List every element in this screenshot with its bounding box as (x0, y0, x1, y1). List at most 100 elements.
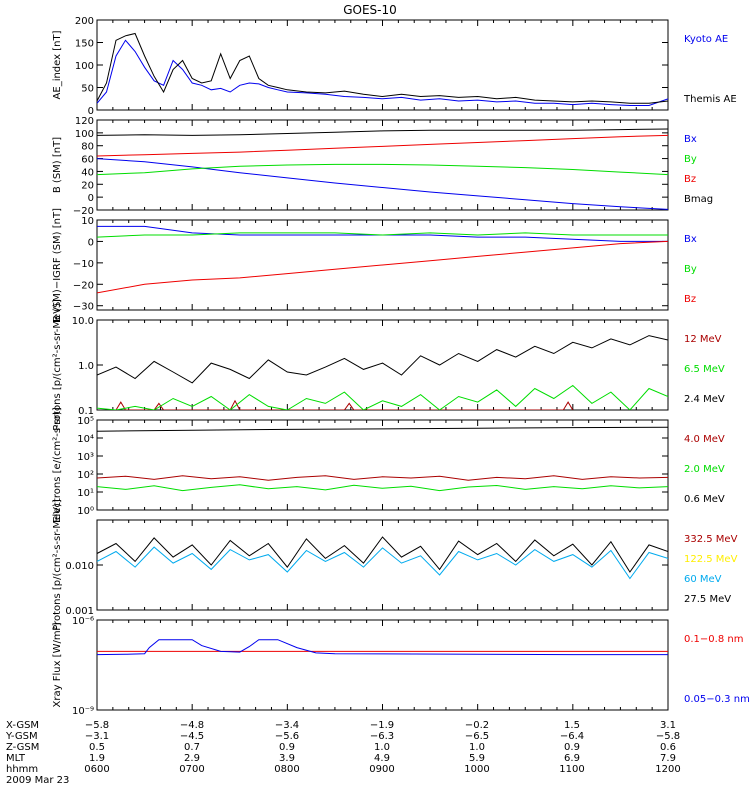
axis-row-value: 1000 (464, 764, 489, 775)
legend-entry: By (684, 154, 697, 165)
axis-row-value: −5.6 (275, 731, 299, 742)
y-tick-label: 1.0 (78, 361, 94, 372)
axis-row-value: −3.4 (275, 720, 299, 731)
panel-frame (96, 119, 669, 211)
axis-row-value: 0800 (274, 764, 299, 775)
y-tick-label: −20 (73, 206, 94, 217)
series-line (97, 128, 668, 136)
axis-row-value: −1.9 (370, 720, 394, 731)
axis-row-value: 1.5 (564, 720, 580, 731)
y-tick-label: 0 (88, 106, 94, 117)
y-tick-label: 10² (77, 470, 94, 481)
axis-row-value: −6.5 (465, 731, 489, 742)
axis-row-value: 0.9 (279, 742, 295, 753)
series-line (97, 536, 668, 573)
y-tick-label: 20 (81, 180, 94, 191)
legend-entry: 122.5 MeV (684, 554, 738, 565)
series-line (97, 475, 668, 481)
axis-row-value: −4.8 (180, 720, 204, 731)
panel-frame (96, 619, 669, 711)
legend-entry: 6.5 MeV (684, 364, 725, 375)
y-tick-label: 0 (88, 237, 94, 248)
panel-3: −30 −20 −10 0 10 B (SM)−IGRF (SM) [nT] Bx By Bz (52, 208, 697, 322)
legend-entry: By (684, 264, 697, 275)
panel-1: 0 50 100 150 200 AE_index [nT] Kyoto AE Themis … (52, 16, 737, 117)
axis-row-value: 7.9 (660, 753, 676, 764)
y-tick-label: 0.010 (65, 561, 94, 572)
panel-7: 10⁻⁹ 10⁻⁶ Xray Flux [W/m²] 0.1−0.8 nm 0.05−0… (52, 616, 750, 717)
y-tick-label: −10 (73, 259, 94, 270)
legend-entry: 12 MeV (684, 334, 722, 345)
legend-entry: Themis AE (683, 94, 737, 105)
legend-entry: Kyoto AE (684, 34, 728, 45)
axis-row-value: −5.8 (85, 720, 109, 731)
axis-row-value: 0600 (84, 764, 109, 775)
axis-row-value: −0.2 (465, 720, 489, 731)
series-line (97, 240, 668, 294)
y-axis-label: Protons [p/(cm²-s-sr-MeV)] (52, 499, 63, 631)
y-axis-label: B (SM) [nT] (52, 137, 63, 193)
y-tick-label: 10⁰ (77, 506, 94, 517)
axis-row-value: 0900 (369, 764, 394, 775)
y-tick-label: 10 (81, 216, 94, 227)
y-tick-label: 100 (75, 129, 94, 140)
y-tick-label: 60 (81, 155, 94, 166)
legend-entry: 332.5 MeV (684, 534, 738, 545)
axis-row-value: 0.7 (184, 742, 200, 753)
legend-entry: 0.05−0.3 nm (684, 694, 750, 705)
axis-row-value: −5.8 (656, 731, 680, 742)
y-tick-label: 100 (75, 61, 94, 72)
series-line (97, 484, 668, 492)
y-axis-label: AE_index [nT] (52, 30, 63, 99)
axis-row-value: 6.9 (564, 753, 580, 764)
axis-row-value: −3.1 (85, 731, 109, 742)
legend-entry: 4.0 MeV (684, 434, 725, 445)
y-tick-label: 50 (81, 84, 94, 95)
series-line (97, 546, 668, 580)
axis-row-value: 3.1 (660, 720, 676, 731)
legend-entry: 27.5 MeV (684, 594, 731, 605)
y-tick-label: 10⁻⁹ (72, 706, 94, 717)
series-line (97, 39, 668, 106)
axis-row-value: 4.9 (374, 753, 390, 764)
axis-row-label: X-GSM (6, 720, 39, 731)
y-tick-label: 200 (75, 16, 94, 27)
legend-entry: Bz (684, 294, 696, 305)
legend-entry: 0.1−0.8 nm (684, 634, 743, 645)
axis-row-value: −6.4 (560, 731, 584, 742)
panel-frame (96, 419, 669, 511)
y-tick-label: 10⁻⁶ (72, 616, 94, 627)
bottom-axis-table: X-GSM −5.8 −4.8 −3.4 −1.9 −0.2 1.5 3.1 Y-GSM −3.1… (5, 720, 681, 786)
series-line (97, 134, 668, 157)
legend-entry: Bmag (684, 194, 713, 205)
series-line (97, 639, 668, 656)
axis-row-value: 1.0 (374, 742, 390, 753)
y-tick-label: 10⁴ (77, 434, 94, 445)
y-tick-label: −20 (73, 280, 94, 291)
y-tick-label: 10⁵ (77, 416, 94, 427)
axis-row-value: 1100 (559, 764, 584, 775)
axis-row-label: Z-GSM (6, 742, 39, 753)
axis-row-value: 2.9 (184, 753, 200, 764)
legend-entry: 2.4 MeV (684, 394, 725, 405)
y-tick-label: −30 (73, 302, 94, 313)
panel-frame (96, 519, 669, 611)
legend-entry: 60 MeV (684, 574, 722, 585)
y-axis-label: Protons [p/(cm²-s-sr-MeV)] (52, 299, 63, 431)
series-line (97, 225, 668, 242)
y-axis-label: Electrons [e/(cm²-s-sr)] (52, 407, 63, 523)
axis-row-label: MLT (6, 753, 26, 764)
series-line (97, 32, 668, 104)
series-line (97, 335, 668, 384)
axis-row-value: 1.9 (89, 753, 105, 764)
date-label: 2009 Mar 23 (6, 775, 69, 786)
panel-5: 10⁰ 10¹ 10² 10³ 10⁴ 10⁵ Electrons [e/(cm²-s-sr… (52, 407, 725, 523)
axis-row-value: −6.3 (370, 731, 394, 742)
y-tick-label: 0.1 (78, 406, 94, 417)
legend-entry: 2.0 MeV (684, 464, 725, 475)
y-axis-label: Xray Flux [W/m²] (52, 622, 63, 707)
y-axis-label: B (SM)−IGRF (SM) [nT] (52, 208, 63, 322)
